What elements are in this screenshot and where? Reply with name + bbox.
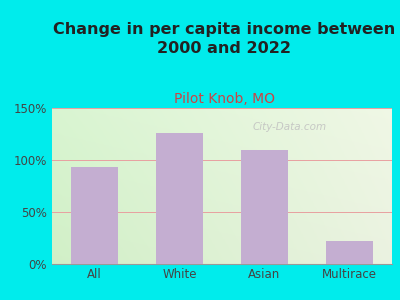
Text: Change in per capita income between
2000 and 2022: Change in per capita income between 2000…	[53, 22, 395, 56]
Bar	[71, 167, 118, 264]
Bar	[156, 133, 203, 264]
Text: Pilot Knob, MO: Pilot Knob, MO	[174, 92, 274, 106]
Text: City-Data.com: City-Data.com	[253, 122, 327, 132]
Bar	[241, 150, 288, 264]
Bar	[326, 241, 373, 264]
